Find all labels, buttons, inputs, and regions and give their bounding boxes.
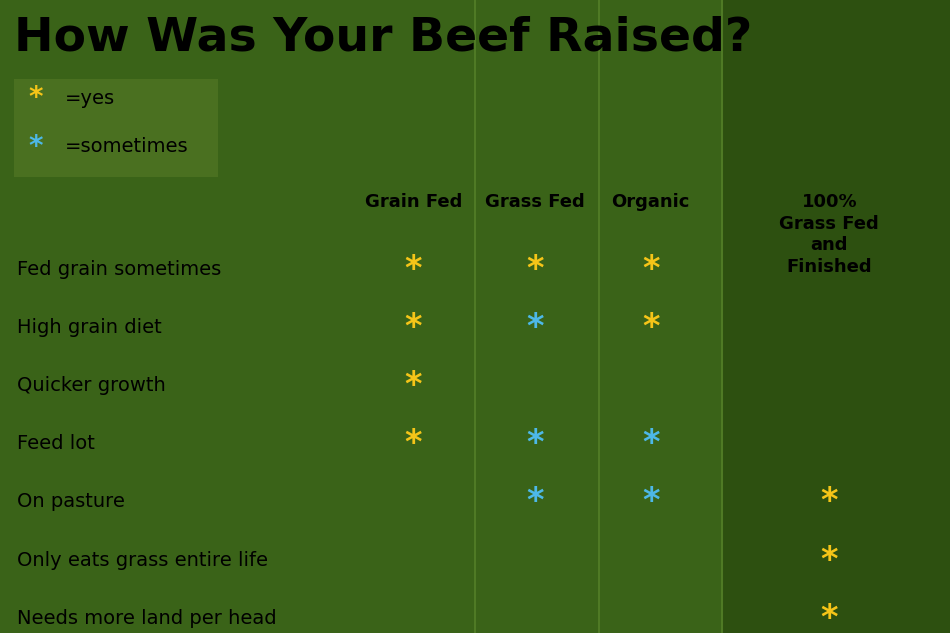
Bar [722,0,950,633]
Bar [318,0,475,633]
Text: On pasture: On pasture [17,492,125,511]
Text: How Was Your Beef Raised?: How Was Your Beef Raised? [14,16,752,61]
Bar [14,79,219,177]
Text: *: * [28,133,43,161]
Text: Grass Fed: Grass Fed [484,193,584,211]
Text: Needs more land per head: Needs more land per head [17,609,276,628]
Text: *: * [405,311,422,344]
Bar [598,0,722,633]
Text: *: * [642,486,659,518]
Text: Quicker growth: Quicker growth [17,376,166,395]
Text: *: * [526,311,543,344]
Text: *: * [405,253,422,285]
Text: Grain Fed: Grain Fed [365,193,462,211]
Text: High grain diet: High grain diet [17,318,162,337]
Text: *: * [28,84,43,112]
Text: 100%
Grass Fed
and
Finished: 100% Grass Fed and Finished [779,193,880,275]
Text: Fed grain sometimes: Fed grain sometimes [17,260,221,279]
Text: *: * [821,602,838,633]
Text: *: * [526,486,543,518]
Text: *: * [821,486,838,518]
Text: *: * [642,253,659,285]
Text: Feed lot: Feed lot [17,434,95,453]
Text: Only eats grass entire life: Only eats grass entire life [17,551,268,570]
Text: *: * [405,427,422,460]
Text: *: * [642,427,659,460]
Text: *: * [526,427,543,460]
Bar [475,0,598,633]
Text: *: * [642,311,659,344]
Text: =yes: =yes [65,89,115,108]
Bar [0,0,318,633]
Text: *: * [405,369,422,402]
Text: Organic: Organic [612,193,690,211]
Text: *: * [821,544,838,577]
Text: *: * [526,253,543,285]
Text: =sometimes: =sometimes [65,137,188,156]
